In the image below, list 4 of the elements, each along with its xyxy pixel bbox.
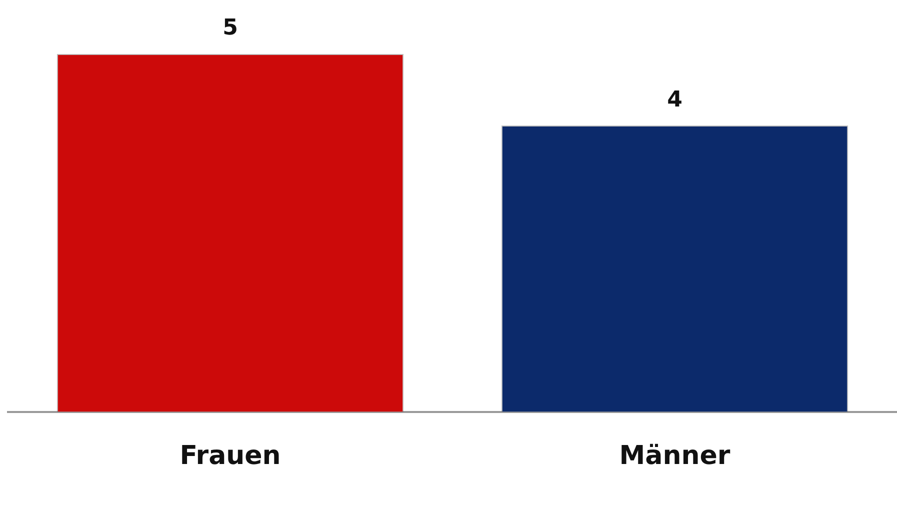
data-label: 4 [667,87,682,112]
x-tick-label: Frauen [180,441,281,472]
x-tick-label: Männer [619,441,730,472]
data-label: 5 [222,16,238,41]
